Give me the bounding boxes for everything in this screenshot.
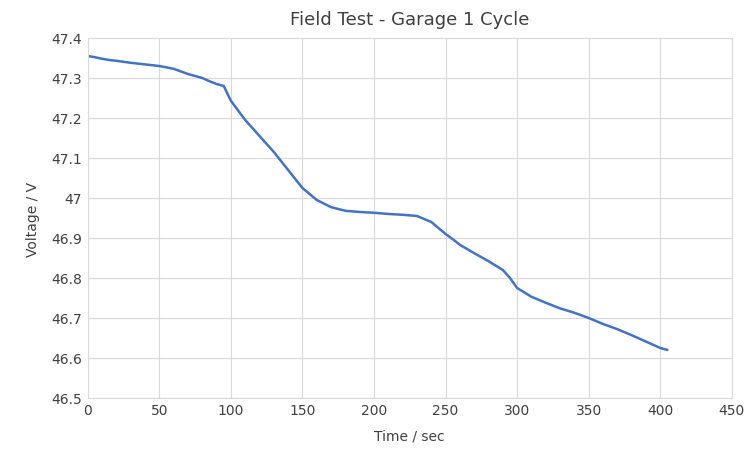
Title: Field Test - Garage 1 Cycle: Field Test - Garage 1 Cycle <box>290 11 529 29</box>
X-axis label: Time / sec: Time / sec <box>374 429 445 443</box>
Y-axis label: Voltage / V: Voltage / V <box>26 181 40 256</box>
